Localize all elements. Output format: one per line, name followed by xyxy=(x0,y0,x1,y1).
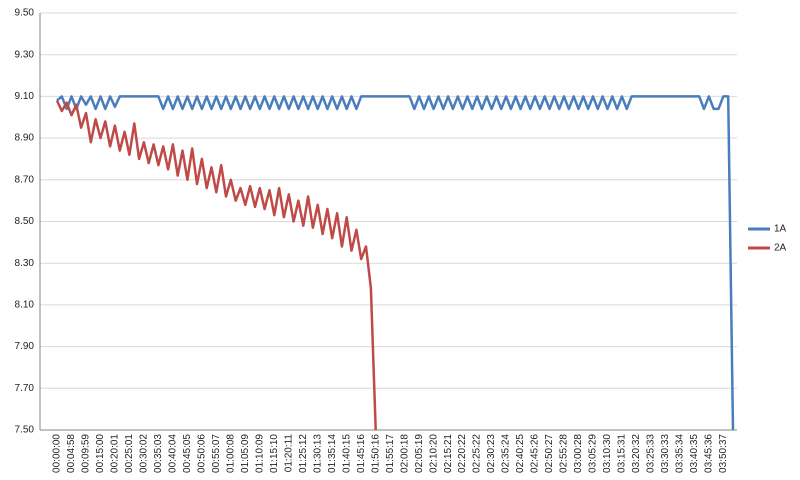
x-tick-label: 01:05:09 xyxy=(240,434,251,473)
y-tick-label: 7.90 xyxy=(15,341,35,352)
y-tick-label: 9.30 xyxy=(15,49,35,60)
x-tick-label: 00:30:02 xyxy=(139,434,150,473)
x-tick-label: 02:25:22 xyxy=(472,434,483,473)
x-tick-label: 02:15:21 xyxy=(443,434,454,473)
series-line xyxy=(55,100,377,431)
x-tick-label: 02:45:26 xyxy=(530,434,541,473)
x-tick-label: 00:09:59 xyxy=(81,434,92,473)
x-tick-label: 02:20:22 xyxy=(457,434,468,473)
x-tick-label: 03:15:31 xyxy=(617,434,628,473)
x-tick-label: 01:50:16 xyxy=(370,434,381,473)
x-tick-label: 03:30:33 xyxy=(660,434,671,473)
x-tick-label: 00:20:01 xyxy=(110,434,121,473)
y-tick-label: 8.10 xyxy=(15,300,35,311)
x-tick-label: 01:35:14 xyxy=(327,434,338,473)
x-tick-label: 02:00:18 xyxy=(399,434,410,473)
x-tick-label: 02:35:24 xyxy=(501,434,512,473)
x-tick-label: 00:04:58 xyxy=(66,434,77,473)
x-tick-label: 00:45:05 xyxy=(182,434,193,473)
x-tick-label: 03:20:32 xyxy=(631,434,642,473)
x-tick-label: 01:25:12 xyxy=(298,434,309,473)
x-tick-label: 03:00:28 xyxy=(573,434,584,473)
x-tick-label: 00:55:07 xyxy=(211,434,222,473)
x-tick-label: 03:35:34 xyxy=(675,434,686,473)
y-tick-label: 9.50 xyxy=(15,8,35,19)
x-tick-label: 02:30:23 xyxy=(486,434,497,473)
x-tick-label: 01:20:11 xyxy=(283,434,294,473)
x-tick-label: 00:35:03 xyxy=(153,434,164,473)
x-tick-label: 01:00:08 xyxy=(225,434,236,473)
x-tick-label: 03:10:30 xyxy=(602,434,613,473)
x-tick-label: 03:25:33 xyxy=(646,434,657,473)
legend-label: 1A xyxy=(774,224,787,235)
x-tick-label: 01:10:09 xyxy=(254,434,265,473)
x-tick-label: 00:40:04 xyxy=(168,434,179,473)
x-tick-label: 03:45:36 xyxy=(703,434,714,473)
x-tick-label: 02:55:28 xyxy=(559,434,570,473)
y-tick-label: 7.50 xyxy=(15,425,35,436)
x-tick-label: 02:40:25 xyxy=(515,434,526,473)
x-tick-label: 01:15:10 xyxy=(269,434,280,473)
x-tick-label: 01:45:16 xyxy=(356,434,367,473)
y-tick-label: 9.10 xyxy=(15,91,35,102)
x-tick-label: 01:30:13 xyxy=(312,434,323,473)
x-tick-label: 03:05:29 xyxy=(588,434,599,473)
legend-label: 2A xyxy=(774,243,787,254)
y-tick-label: 7.70 xyxy=(15,383,35,394)
x-tick-label: 01:55:17 xyxy=(385,434,396,473)
y-tick-label: 8.50 xyxy=(15,216,35,227)
x-tick-label: 02:50:27 xyxy=(544,434,555,473)
x-tick-label: 00:25:01 xyxy=(124,434,135,473)
y-tick-label: 8.30 xyxy=(15,258,35,269)
series-line xyxy=(56,95,735,431)
x-tick-label: 02:10:20 xyxy=(428,434,439,473)
y-tick-label: 8.90 xyxy=(15,133,35,144)
x-tick-label: 00:50:06 xyxy=(196,434,207,473)
y-tick-label: 8.70 xyxy=(15,174,35,185)
x-tick-label: 02:05:19 xyxy=(414,434,425,473)
x-tick-label: 03:40:35 xyxy=(689,434,700,473)
x-tick-label: 01:40:15 xyxy=(341,434,352,473)
x-tick-label: 00:00:00 xyxy=(52,434,63,473)
x-tick-label: 00:15:00 xyxy=(95,434,106,473)
x-tick-label: 03:50:37 xyxy=(718,434,729,473)
